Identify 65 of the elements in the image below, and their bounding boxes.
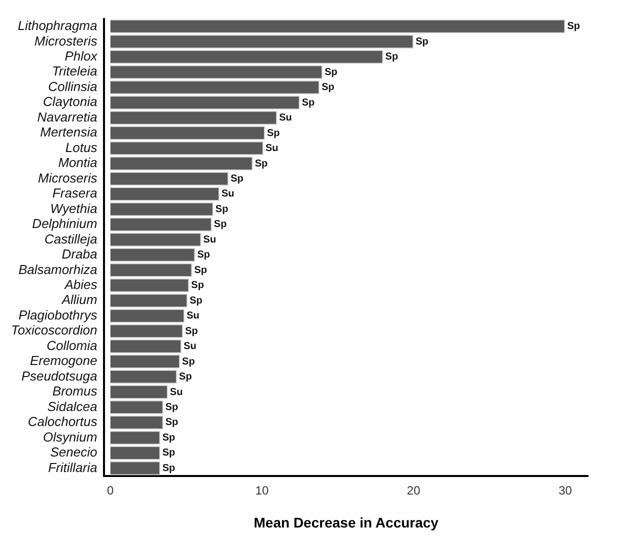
y-tick-label: Mertensia — [40, 124, 98, 140]
x-tick-label: 20 — [406, 483, 421, 498]
x-tick-label: 30 — [558, 483, 572, 498]
data-label: Sp — [214, 219, 227, 230]
data-label: Sp — [230, 174, 244, 184]
data-label: Sp — [182, 356, 195, 368]
data-label: Sp — [179, 372, 192, 383]
y-tick-label: Sidalcea — [47, 398, 98, 414]
data-label: Sp — [215, 204, 228, 215]
y-tick-label: Abies — [64, 276, 98, 292]
y-tick-label: Allium — [60, 292, 98, 308]
data-label: Su — [279, 112, 292, 124]
data-label: Sp — [162, 432, 176, 444]
data-label: Sp — [162, 448, 176, 459]
y-tick-label: Phlox — [64, 48, 98, 64]
data-label: Sp — [165, 417, 178, 428]
y-tick-label: Navarretia — [37, 109, 98, 124]
data-label: Su — [184, 341, 196, 352]
data-label: Sp — [190, 295, 202, 306]
y-tick-label: Collomia — [46, 338, 98, 353]
y-tick-label: Wyethia — [50, 200, 98, 216]
data-label: Sp — [254, 158, 268, 170]
data-label: Sp — [197, 250, 210, 261]
x-axis-title: Mean Decrease in Accuracy — [254, 514, 439, 530]
data-label: Sp — [266, 128, 280, 139]
y-tick-label: Balsamorhiza — [18, 262, 98, 277]
y-tick-label: Draba — [62, 246, 98, 262]
y-tick-label: Toxicoscordion — [11, 322, 98, 338]
data-label: Sp — [302, 97, 315, 108]
data-label: Sp — [322, 82, 334, 94]
y-tick-label: Triteleia — [52, 64, 98, 79]
data-label: Sp — [385, 52, 398, 63]
y-tick-label: Montia — [58, 155, 98, 170]
y-tick-label: Lithophragma — [18, 18, 98, 34]
y-tick-label: Pseudotsuga — [21, 368, 98, 384]
y-tick-label: Collinsia — [48, 78, 98, 94]
data-label: Su — [221, 188, 234, 200]
data-label: Sp — [416, 36, 428, 48]
data-label: Su — [203, 234, 216, 246]
y-tick-label: Senecio — [50, 444, 98, 460]
y-tick-label: Calochortus — [28, 414, 98, 430]
y-tick-label: Delphinium — [32, 216, 98, 232]
y-tick-label: Microseris — [38, 170, 98, 186]
y-tick-label: Lotus — [65, 140, 98, 155]
data-label: Sp — [567, 21, 580, 32]
y-tick-label: Fritillaria — [48, 460, 98, 475]
y-tick-label: Bromus — [52, 384, 98, 399]
y-tick-label: Claytonia — [43, 94, 98, 110]
x-tick-label: 10 — [255, 483, 269, 498]
y-tick-label: Castilleja — [44, 231, 98, 246]
y-tick-label: Olsynium — [43, 429, 98, 444]
data-label: Su — [186, 310, 200, 322]
y-tick-label: Plagiobothrys — [18, 307, 98, 322]
y-tick-label: Microsteris — [34, 33, 98, 48]
data-label: Sp — [185, 326, 198, 337]
data-label: Sp — [165, 402, 178, 413]
y-tick-label: Frasera — [52, 186, 98, 201]
x-tick-label: 0 — [106, 483, 114, 498]
data-label: Sp — [191, 280, 204, 292]
data-label: Su — [170, 386, 183, 398]
data-label: Su — [265, 143, 278, 154]
data-label: Sp — [162, 462, 176, 474]
y-tick-label: Eremogone — [30, 353, 98, 368]
data-label: Sp — [194, 264, 207, 276]
data-label: Sp — [324, 66, 338, 78]
